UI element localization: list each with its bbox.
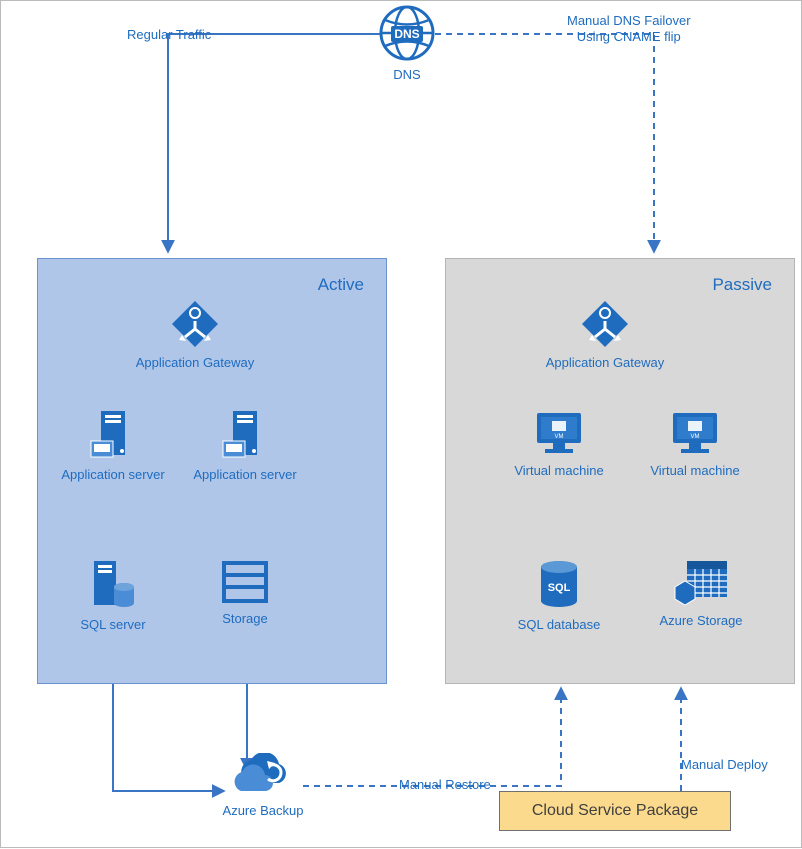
label-manual-deploy: Manual Deploy — [681, 757, 768, 773]
region-active-title: Active — [318, 275, 364, 295]
server-icon — [43, 409, 183, 461]
storage-icon — [175, 559, 315, 605]
node-vm-2: VM Virtual machine — [625, 409, 765, 478]
node-app-gateway-passive: Application Gateway — [535, 299, 675, 370]
node-azure-storage-label: Azure Storage — [631, 613, 771, 628]
node-sql-database: SQL SQL database — [489, 559, 629, 632]
node-app-server-1-label: Application server — [43, 467, 183, 482]
azure-backup-icon — [193, 753, 333, 797]
node-sql-server-label: SQL server — [43, 617, 183, 632]
vm-icon: VM — [489, 409, 629, 457]
node-azure-backup: Azure Backup — [193, 753, 333, 818]
sql-database-icon: SQL — [489, 559, 629, 611]
connector-dns-to-passive — [435, 34, 654, 251]
vm-icon: VM — [625, 409, 765, 457]
svg-text:VM: VM — [691, 434, 700, 440]
node-sql-database-label: SQL database — [489, 617, 629, 632]
node-storage: Storage — [175, 559, 315, 626]
cloud-service-package: Cloud Service Package — [499, 791, 731, 831]
dns-badge-text: DNS — [394, 27, 419, 41]
connector-dns-to-active — [168, 34, 380, 251]
node-app-gateway-active: Application Gateway — [125, 299, 265, 370]
node-azure-backup-label: Azure Backup — [193, 803, 333, 818]
node-storage-label: Storage — [175, 611, 315, 626]
node-app-server-2-label: Application server — [175, 467, 315, 482]
node-app-gateway-active-label: Application Gateway — [125, 355, 265, 370]
label-manual-restore: Manual Restore — [399, 777, 491, 793]
dns-label: DNS — [377, 67, 437, 82]
region-passive-title: Passive — [712, 275, 772, 295]
node-vm-1-label: Virtual machine — [489, 463, 629, 478]
label-failover-line2: Using CNAME flip — [577, 29, 681, 44]
server-icon — [175, 409, 315, 461]
svg-text:VM: VM — [555, 434, 564, 440]
label-failover-line1: Manual DNS Failover — [567, 13, 691, 28]
app-gateway-icon — [125, 299, 265, 349]
dns-node: DNS DNS — [377, 5, 437, 82]
label-failover: Manual DNS Failover Using CNAME flip — [567, 13, 691, 46]
svg-text:SQL: SQL — [548, 582, 571, 594]
label-regular-traffic: Regular Traffic — [127, 27, 211, 43]
sql-server-icon — [43, 559, 183, 611]
node-sql-server: SQL server — [43, 559, 183, 632]
dns-globe-icon: DNS — [377, 5, 437, 61]
node-azure-storage: Azure Storage — [631, 559, 771, 628]
connector-backup-to-sqldb — [303, 689, 561, 786]
node-app-server-2: Application server — [175, 409, 315, 482]
azure-storage-icon — [631, 559, 771, 607]
node-vm-2-label: Virtual machine — [625, 463, 765, 478]
node-app-server-1: Application server — [43, 409, 183, 482]
node-vm-1: VM Virtual machine — [489, 409, 629, 478]
node-app-gateway-passive-label: Application Gateway — [535, 355, 675, 370]
cloud-service-package-label: Cloud Service Package — [532, 802, 698, 820]
app-gateway-icon — [535, 299, 675, 349]
